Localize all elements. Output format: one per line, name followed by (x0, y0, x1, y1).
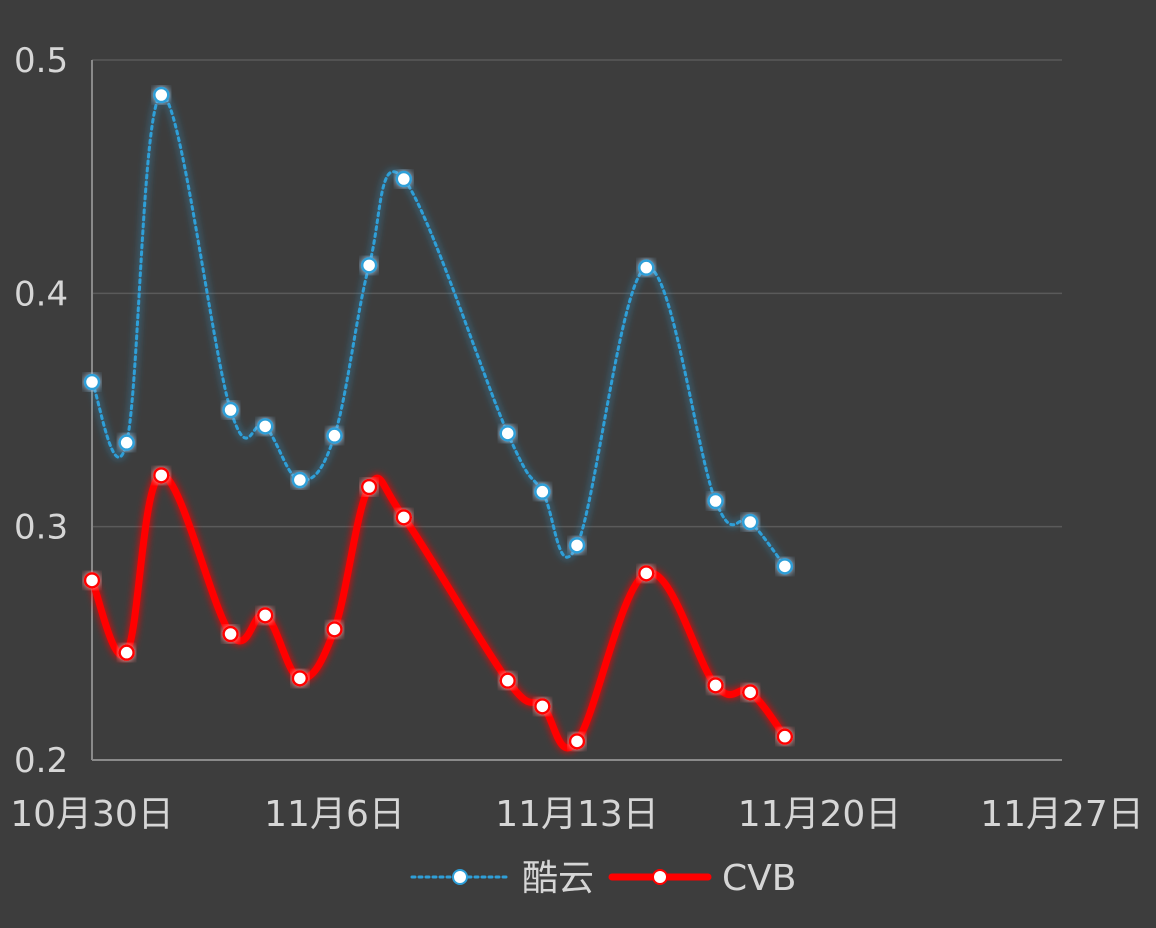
data-point (222, 401, 239, 419)
data-point (222, 625, 239, 643)
data-point (395, 170, 413, 188)
data-point (776, 728, 794, 745)
data-point (638, 259, 655, 276)
legend-marker (652, 869, 668, 885)
x-tick-label: 11月6日 (264, 794, 405, 835)
data-point (360, 257, 378, 274)
data-point (153, 467, 170, 484)
data-point (83, 373, 101, 391)
data-point (534, 698, 551, 715)
data-point (83, 572, 101, 589)
data-point (499, 425, 516, 442)
data-point (291, 471, 309, 489)
data-point (291, 670, 309, 687)
x-tick-label: 11月20日 (738, 794, 902, 835)
tick-labels: 0.2 0.3 0.4 0.5 10月30日 11月6日 11月13日 11月20日 11月27… (10, 41, 1144, 835)
data-point (776, 558, 794, 575)
legend-item: 酷云 (410, 858, 594, 899)
legend-marker (452, 869, 468, 885)
axes (91, 60, 1062, 761)
data-point (707, 677, 724, 694)
y-tick-label: 0.5 (14, 41, 68, 81)
series-layer (83, 86, 794, 752)
data-point (741, 684, 759, 701)
y-tick-label: 0.2 (14, 741, 68, 781)
x-tick-label: 11月13日 (495, 794, 659, 835)
data-point (707, 492, 724, 510)
data-point (638, 565, 655, 582)
data-point (568, 537, 586, 554)
x-tick-label: 11月27日 (980, 794, 1144, 835)
data-point (118, 644, 135, 661)
series-line (90, 93, 787, 568)
data-point (256, 607, 274, 624)
x-tick-label: 10月30日 (10, 794, 174, 835)
legend-label: 酷云 (522, 858, 594, 899)
grid-lines (92, 59, 1062, 528)
y-tick-label: 0.4 (14, 274, 68, 314)
legend: 酷云 CVB (410, 858, 796, 899)
series-line (88, 471, 789, 752)
legend-label: CVB (722, 858, 796, 899)
series-kuyun (83, 86, 794, 575)
data-point (741, 513, 759, 531)
data-point (153, 86, 170, 104)
y-tick-label: 0.3 (14, 508, 68, 548)
data-point (326, 427, 343, 444)
legend-item: CVB (608, 858, 796, 899)
series-cvb (83, 467, 794, 752)
data-point (534, 483, 551, 500)
data-point (326, 621, 343, 638)
data-point (568, 733, 586, 750)
data-point (499, 672, 516, 689)
data-point (360, 478, 378, 496)
data-point (395, 509, 413, 526)
data-point (256, 418, 274, 435)
data-point (118, 434, 135, 451)
